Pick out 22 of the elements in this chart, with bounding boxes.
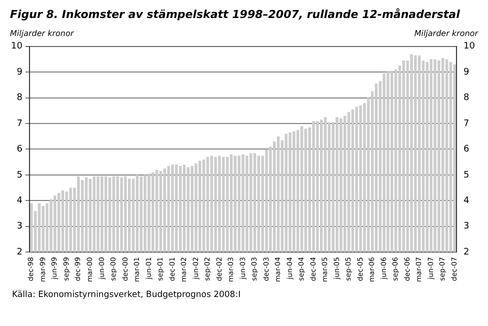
y-tick-label: 7: [16, 118, 22, 129]
y2-tick-label: 9: [464, 67, 470, 78]
y-tick-label: 6: [16, 144, 23, 155]
y2-axis-title: Miljarder kronor: [414, 29, 478, 38]
y-axis-title: Miljarder kronor: [10, 29, 74, 38]
y2-tick-label: 6: [464, 144, 470, 155]
y-tick-label: 3: [16, 222, 22, 232]
y-tick-label: 9: [16, 67, 23, 78]
y2-tick-label: 8: [464, 93, 470, 104]
y2-tick-label: 5: [464, 170, 470, 180]
y-tick-label: 2: [16, 247, 22, 258]
text: Källa: Ekonomistyrningsverket, Budgetprognos 2008:I: [12, 290, 242, 300]
y-tick-label: 4: [16, 196, 23, 206]
chart-title: Figur 8. Inkomster av stämpelskatt 1998–2007, rullande 12-månaderstal: [10, 8, 461, 21]
y2-tick-label: 7: [464, 118, 470, 129]
y-tick-label: 8: [16, 93, 23, 104]
y2-tick-label: 4: [464, 196, 470, 206]
y-tick-label: 10: [11, 42, 23, 52]
y2-tick-label: 10: [464, 42, 476, 52]
y2-tick-label: 2: [464, 247, 470, 258]
y2-tick-label: 3: [464, 222, 470, 232]
y-tick-label: 5: [16, 170, 22, 180]
